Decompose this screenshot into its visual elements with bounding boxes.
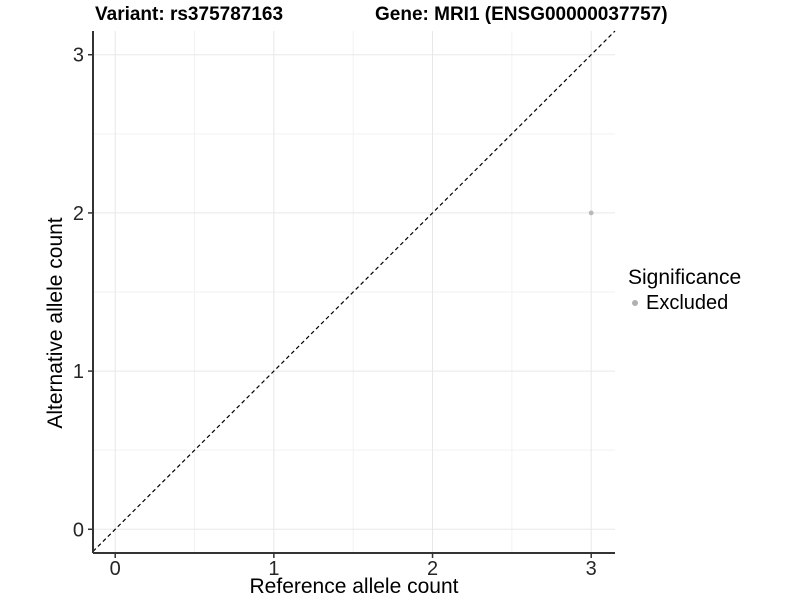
legend-entry-excluded: Excluded bbox=[628, 291, 741, 315]
identity-reference-line bbox=[92, 30, 616, 552]
x-tick-label: 3 bbox=[586, 558, 597, 580]
y-tick-label: 1 bbox=[73, 361, 84, 383]
x-tick-label: 1 bbox=[268, 558, 279, 580]
y-tick-label: 2 bbox=[73, 203, 84, 225]
excluded-point-icon bbox=[632, 300, 638, 306]
y-tick-label: 3 bbox=[73, 45, 84, 67]
legend: Significance Excluded bbox=[628, 266, 741, 315]
legend-entry-label: Excluded bbox=[646, 292, 729, 314]
x-axis-title: Reference allele count bbox=[249, 575, 459, 598]
x-tick-label: 0 bbox=[110, 558, 121, 580]
x-tick-label: 2 bbox=[427, 558, 438, 580]
y-tick-label: 0 bbox=[73, 519, 84, 541]
legend-title: Significance bbox=[628, 266, 742, 289]
y-axis-title: Alternative allele count bbox=[44, 217, 67, 429]
plot-title-variant: Variant: rs375787163 bbox=[95, 4, 284, 25]
plot-title-gene: Gene: MRI1 (ENSG00000037757) bbox=[375, 4, 668, 25]
data-point-excluded bbox=[588, 210, 594, 216]
